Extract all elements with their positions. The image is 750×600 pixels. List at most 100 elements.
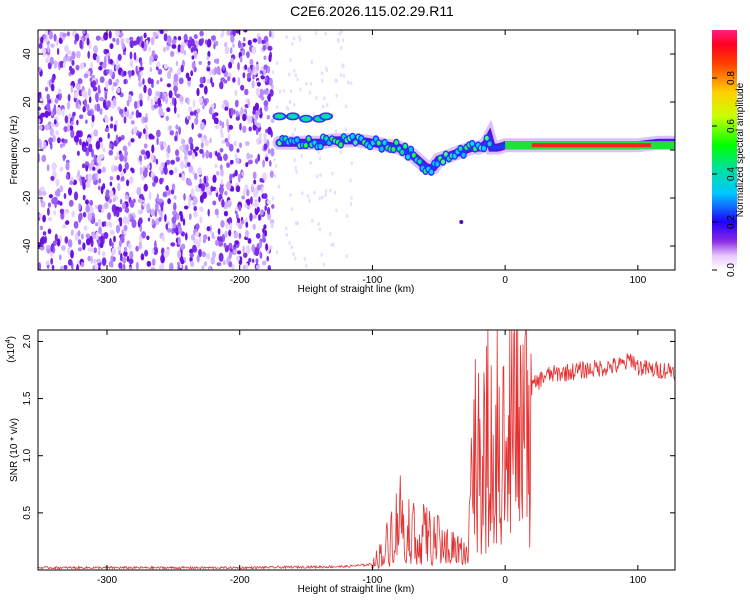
- noise-speckle: [94, 104, 98, 111]
- noise-speckle: [249, 58, 254, 66]
- noise-speckle: [185, 144, 189, 152]
- noise-speckle: [203, 261, 208, 267]
- noise-speckle: [310, 60, 313, 65]
- noise-speckle: [175, 81, 179, 86]
- noise-speckle: [228, 251, 232, 259]
- noise-speckle: [194, 172, 198, 180]
- noise-speckle: [248, 126, 252, 132]
- noise-speckle: [85, 204, 90, 213]
- noise-speckle: [228, 108, 232, 117]
- noise-speckle: [48, 194, 54, 199]
- noise-speckle: [59, 208, 65, 215]
- noise-speckle: [209, 137, 212, 144]
- noise-speckle: [111, 85, 114, 92]
- noise-speckle: [205, 175, 209, 183]
- noise-speckle: [108, 149, 114, 156]
- noise-speckle: [54, 119, 57, 125]
- noise-speckle: [213, 117, 219, 124]
- noise-speckle: [180, 173, 186, 181]
- noise-speckle: [317, 222, 320, 227]
- noise-speckle: [188, 213, 192, 221]
- noise-speckle: [291, 132, 294, 137]
- noise-speckle: [70, 120, 74, 126]
- noise-speckle: [218, 241, 224, 247]
- noise-speckle: [198, 97, 204, 104]
- noise-speckle: [124, 162, 129, 171]
- noise-speckle: [77, 247, 83, 252]
- signal-blob-core: [382, 140, 387, 146]
- noise-speckle: [277, 184, 280, 189]
- noise-speckle: [350, 161, 353, 166]
- noise-speckle: [262, 228, 265, 234]
- noise-speckle: [245, 221, 249, 228]
- noise-speckle: [53, 210, 57, 216]
- noise-speckle: [206, 226, 211, 232]
- noise-speckle: [121, 175, 125, 182]
- noise-speckle: [153, 176, 159, 184]
- noise-speckle: [217, 152, 221, 161]
- noise-speckle: [155, 217, 160, 226]
- noise-speckle: [345, 213, 349, 218]
- noise-speckle: [92, 86, 98, 92]
- upper-branch-core: [287, 113, 298, 119]
- noise-speckle: [178, 77, 184, 85]
- noise-speckle: [160, 77, 163, 82]
- noise-speckle: [264, 104, 269, 112]
- noise-speckle: [177, 236, 181, 246]
- noise-speckle: [77, 169, 80, 177]
- y-tick-label: 40: [22, 48, 33, 60]
- noise-speckle: [235, 157, 240, 164]
- noise-speckle: [128, 242, 132, 250]
- noise-speckle: [188, 136, 193, 145]
- noise-speckle: [60, 143, 63, 149]
- noise-speckle: [200, 142, 204, 149]
- noise-speckle: [175, 124, 179, 130]
- noise-speckle: [322, 262, 325, 267]
- noise-speckle: [239, 56, 243, 63]
- noise-speckle: [156, 91, 161, 97]
- noise-speckle: [155, 202, 159, 212]
- noise-speckle: [235, 185, 241, 193]
- noise-speckle: [66, 50, 72, 55]
- noise-speckle: [137, 112, 142, 118]
- noise-speckle: [99, 242, 104, 249]
- noise-speckle: [56, 238, 61, 247]
- noise-speckle: [289, 193, 292, 197]
- noise-speckle: [101, 251, 106, 257]
- noise-speckle: [78, 203, 82, 211]
- noise-speckle: [83, 225, 88, 231]
- noise-speckle: [200, 137, 206, 143]
- noise-speckle: [236, 255, 240, 262]
- noise-speckle: [271, 70, 275, 75]
- noise-speckle: [221, 103, 225, 109]
- noise-speckle: [255, 233, 261, 239]
- noise-speckle: [113, 97, 117, 106]
- signal-blob-core: [353, 140, 358, 146]
- noise-speckle: [269, 89, 274, 97]
- noise-speckle: [199, 30, 204, 37]
- noise-speckle: [229, 222, 233, 231]
- noise-speckle: [57, 137, 61, 144]
- noise-speckle: [50, 97, 54, 105]
- noise-speckle: [239, 257, 243, 263]
- noise-speckle: [259, 178, 264, 183]
- noise-speckle: [218, 252, 224, 262]
- noise-speckle: [63, 56, 66, 65]
- noise-speckle: [93, 154, 97, 163]
- noise-speckle: [214, 163, 218, 168]
- noise-speckle: [288, 100, 292, 104]
- noise-speckle: [205, 253, 211, 260]
- noise-speckle: [122, 256, 127, 264]
- signal-blob-core: [458, 146, 463, 152]
- noise-speckle: [262, 44, 267, 51]
- x-tick-label: -300: [97, 275, 117, 286]
- noise-speckle: [54, 233, 58, 242]
- noise-speckle: [233, 231, 239, 239]
- noise-speckle: [212, 174, 217, 183]
- noise-speckle: [217, 228, 221, 235]
- snr-frame: [37, 329, 676, 571]
- noise-speckle: [86, 238, 91, 246]
- noise-speckle: [99, 76, 105, 83]
- noise-speckle: [150, 36, 155, 46]
- noise-speckle: [86, 37, 90, 46]
